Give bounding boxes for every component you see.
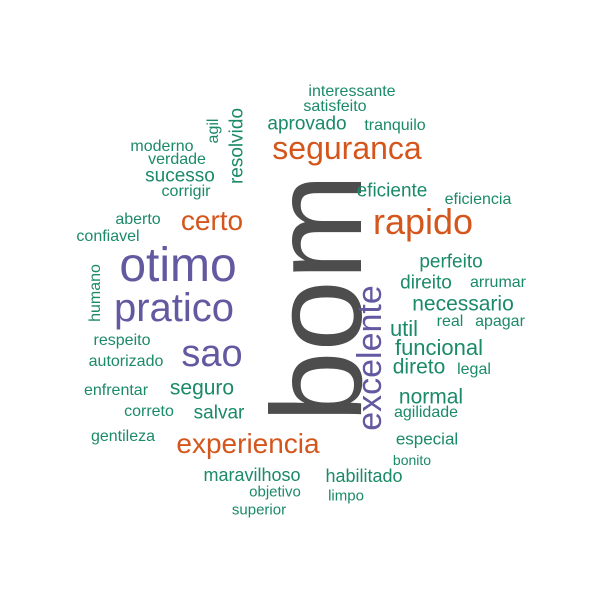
word-aberto: aberto (115, 211, 161, 228)
word-aprovado: aprovado (267, 113, 347, 135)
word-resolvido: resolvido (226, 107, 248, 185)
word-pratico: pratico (113, 286, 235, 330)
word-bonito: bonito (392, 452, 432, 468)
word-sucesso: sucesso (145, 165, 215, 187)
word-legal: legal (457, 361, 491, 378)
word-gentileza: gentileza (90, 428, 156, 445)
word-interessante: interessante (308, 83, 396, 100)
word-eficiente: eficiente (356, 180, 428, 202)
word-salvar: salvar (193, 402, 245, 424)
word-apagar: apagar (475, 313, 525, 330)
word-corrigir: corrigir (161, 183, 211, 200)
word-arrumar: arrumar (469, 274, 527, 291)
word-limpo: limpo (328, 487, 364, 505)
word-correto: correto (124, 403, 174, 420)
word-seguro: seguro (169, 376, 235, 400)
word-funcional: funcional (394, 335, 484, 360)
word-objetivo: objetivo (249, 483, 301, 501)
word-necessario: necessario (412, 292, 514, 316)
word-sao: sao (181, 333, 243, 375)
word-excelente: excelente (351, 285, 389, 431)
word-tranquilo: tranquilo (364, 117, 426, 134)
word-rapido: rapido (372, 201, 474, 242)
word-satisfeito: satisfeito (303, 98, 367, 115)
word-seguranca: seguranca (272, 130, 422, 166)
word-direito: direito (400, 272, 452, 294)
word-habilitado: habilitado (325, 466, 403, 486)
word-real: real (436, 313, 464, 330)
word-autorizado: autorizado (88, 353, 164, 370)
word-moderno: moderno (130, 138, 194, 155)
word-respeito: respeito (93, 332, 151, 349)
word-experiencia: experiencia (176, 428, 320, 459)
word-especial: especial (395, 429, 459, 449)
word-verdade: verdade (148, 151, 206, 168)
word-humano: humano (87, 264, 104, 322)
word-superior: superior (231, 501, 287, 519)
word-maravilhoso: maravilhoso (203, 465, 301, 485)
word-otimo: otimo (119, 239, 237, 292)
word-normal: normal (398, 385, 464, 409)
word-direto: direto (392, 355, 446, 379)
word-perfeito: perfeito (419, 251, 483, 273)
word-certo: certo (180, 205, 244, 236)
word-confiavel: confiavel (76, 228, 140, 245)
word-eficiencia: eficiencia (444, 191, 512, 208)
word-util: util (389, 316, 419, 341)
word-enfrentar: enfrentar (83, 382, 149, 399)
word-agil: agil (205, 118, 222, 144)
word-agilidade: agilidade (393, 404, 459, 421)
